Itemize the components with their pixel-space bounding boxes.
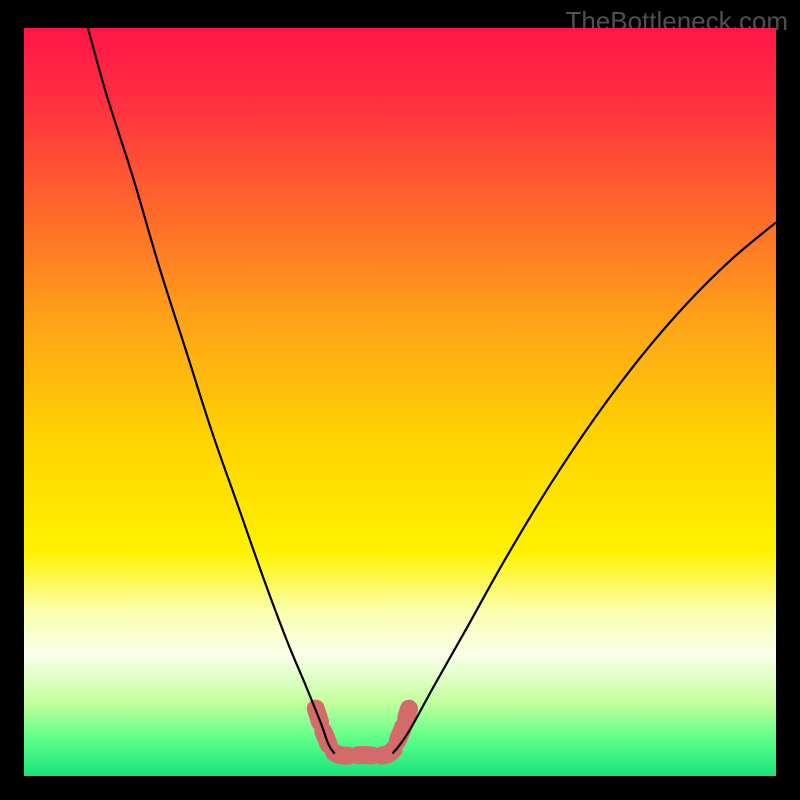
- chart-plot-area: [24, 28, 776, 776]
- gradient-background: [24, 28, 776, 776]
